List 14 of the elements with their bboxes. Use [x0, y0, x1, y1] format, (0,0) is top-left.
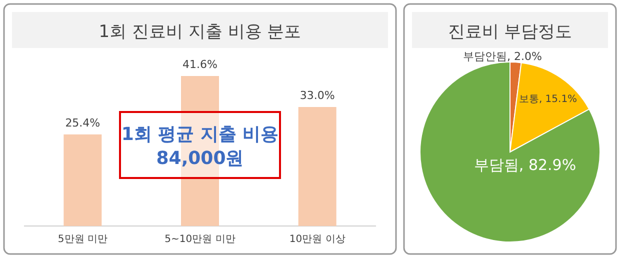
x-tick-label: 10만원 이상 — [289, 234, 346, 245]
data-label: 33.0% — [300, 89, 335, 102]
annotation: 84,000원 — [156, 148, 244, 169]
pie-slice — [420, 62, 600, 242]
x-tick-label: 5~10만원 미만 — [164, 234, 236, 245]
slice-label: 보통, 15.1% — [518, 94, 578, 105]
chart-title: 진료비 부담정도 — [448, 22, 572, 42]
slice-label: 부담안됨, 2.0% — [463, 50, 542, 63]
chart-title: 1회 진료비 지출 비용 분포 — [98, 22, 302, 42]
slice-label: 부담됨, 82.9% — [474, 156, 576, 174]
data-label: 25.4% — [65, 116, 100, 130]
data-label: 41.6% — [182, 58, 218, 71]
annotation: 1회 평균 지출 비용 — [121, 124, 279, 145]
x-tick-label: 5만원 미만 — [58, 234, 108, 245]
